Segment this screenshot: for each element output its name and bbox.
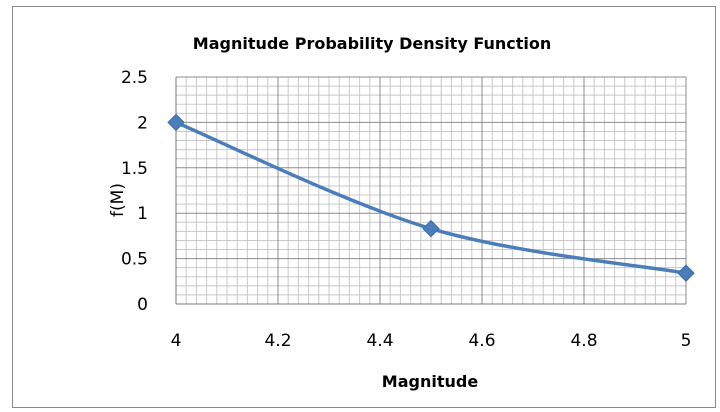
y-tick-label: 2	[137, 113, 148, 133]
chart-title: Magnitude Probability Density Function	[193, 34, 551, 53]
chart-frame	[12, 6, 716, 408]
x-tick-labels: 4 4.2 4.4 4.6 4.8 5	[171, 331, 692, 351]
data-point-marker	[422, 219, 440, 238]
y-tick-label: 0.5	[121, 250, 148, 270]
x-tick-label: 4.6	[468, 331, 495, 351]
y-axis-label: f(M)	[108, 183, 128, 217]
x-tick-label: 4.4	[366, 331, 393, 351]
x-tick-label: 5	[681, 331, 692, 351]
data-point-marker	[677, 264, 695, 282]
data-point-marker	[167, 113, 185, 132]
x-tick-label: 4.2	[264, 331, 291, 351]
y-tick-label: 2.5	[121, 68, 148, 88]
x-tick-label: 4.8	[570, 331, 597, 351]
x-tick-label: 4	[171, 331, 182, 351]
minor-gridlines	[176, 77, 686, 304]
x-axis-label: Magnitude	[382, 372, 479, 391]
y-tick-labels: 0 0.5 1 1.5 2 2.5	[121, 68, 148, 315]
y-tick-label: 0	[137, 295, 148, 315]
series-layer	[167, 113, 695, 282]
y-tick-label: 1.5	[121, 159, 148, 179]
y-tick-label: 1	[137, 204, 148, 224]
